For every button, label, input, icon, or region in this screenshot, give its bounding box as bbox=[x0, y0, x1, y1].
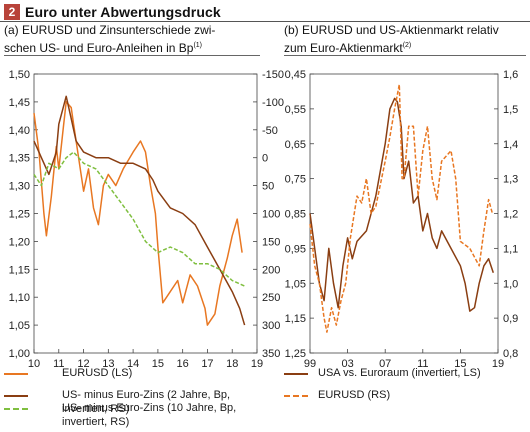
y-left-tick-label-a: 1,10 bbox=[9, 292, 30, 304]
panel-b-title-line2: zum Euro-Aktienmarkt bbox=[284, 41, 403, 55]
header-rule bbox=[0, 21, 530, 22]
panel-a-title-line2: schen US- und Euro-Anleihen in Bp bbox=[4, 41, 194, 55]
legend-label-us10y: US- minus Euro-Zins (10 Jahre, Bp, inver… bbox=[62, 401, 236, 429]
y-right-tick-label-b: 1,4 bbox=[503, 139, 518, 151]
y-right-tick-label-a: 50 bbox=[262, 181, 274, 193]
x-tick-label-a: 12 bbox=[77, 358, 89, 370]
figure-number-badge: 2 bbox=[4, 4, 20, 20]
plot-frame-a bbox=[33, 73, 258, 354]
x-tick-label-b: 03 bbox=[341, 358, 353, 370]
y-left-tick-label-a: 1,45 bbox=[9, 97, 30, 109]
y-left-tick-label-a: 1,30 bbox=[9, 181, 30, 193]
y-right-tick-label-a: 300 bbox=[262, 320, 280, 332]
x-tick-label-b: 19 bbox=[492, 358, 504, 370]
y-right-tick-label-a: 150 bbox=[262, 236, 280, 248]
y-right-tick-label-a: 100 bbox=[262, 209, 280, 221]
x-tick-label-a: 14 bbox=[127, 358, 139, 370]
legend-swatch-us10y bbox=[4, 408, 28, 410]
series-line-a-1 bbox=[33, 95, 246, 326]
series-line-a-0 bbox=[33, 101, 243, 326]
y-right-tick-label-b: 1,3 bbox=[503, 174, 518, 186]
y-left-tick-label-a: 1,05 bbox=[9, 320, 30, 332]
y-right-tick-label-b: 1,1 bbox=[503, 243, 518, 255]
legend-label-us2y-line1: US- minus Euro-Zins (2 Jahre, Bp, bbox=[62, 389, 231, 401]
figure-header: 2 Euro unter Abwertungsdruck bbox=[4, 3, 221, 21]
panel-a-title: (a) EURUSD und Zinsunterschiede zwi- sch… bbox=[4, 23, 215, 56]
y-left-tick-label-b: 1,05 bbox=[285, 278, 306, 290]
x-tick-label-b: 11 bbox=[417, 358, 428, 370]
y-left-tick-label-a: 1,40 bbox=[9, 125, 30, 137]
x-tick-label-a: 19 bbox=[251, 358, 263, 370]
y-right-tick-label-a: -150 bbox=[262, 69, 284, 81]
legend-label-us2y-line2: invertiert, RS) bbox=[62, 403, 130, 415]
y-right-tick-label-b: 0,8 bbox=[503, 348, 518, 360]
series-line-a-2 bbox=[33, 151, 245, 287]
y-left-tick-label-a: 1,25 bbox=[9, 209, 30, 221]
y-right-tick-label-b: 1,0 bbox=[503, 278, 518, 290]
series-line-b-1 bbox=[309, 83, 494, 333]
x-tick-label-a: 18 bbox=[226, 358, 238, 370]
x-tick-label-b: 07 bbox=[379, 358, 391, 370]
x-tick-label-b: 15 bbox=[454, 358, 466, 370]
y-right-tick-label-a: -50 bbox=[262, 125, 278, 137]
y-left-tick-label-a: 1,00 bbox=[9, 348, 30, 360]
y-left-tick-label-b: 0,65 bbox=[285, 139, 306, 151]
y-right-tick-label-b: 0,9 bbox=[503, 313, 518, 325]
figure-title: Euro unter Abwertungsdruck bbox=[25, 4, 221, 20]
panel-a-rule bbox=[4, 55, 260, 56]
y-left-tick-label-b: 1,15 bbox=[285, 313, 306, 325]
panel-b-title-line1: (b) EURUSD und US-Aktienmarkt relativ bbox=[284, 23, 499, 37]
x-tick-label-a: 17 bbox=[201, 358, 213, 370]
series-line-b-0 bbox=[309, 97, 495, 312]
y-left-tick-label-a: 1,15 bbox=[9, 264, 30, 276]
legend-swatch-us2y bbox=[4, 395, 28, 397]
panel-a-title-footnote: (1) bbox=[193, 42, 203, 49]
y-left-tick-label-b: 0,75 bbox=[285, 174, 306, 186]
legend-label-eurusd: EURUSD (LS) bbox=[62, 367, 133, 379]
x-tick-label-a: 16 bbox=[177, 358, 189, 370]
legend-label-eurusd-b: EURUSD (RS) bbox=[318, 389, 391, 401]
y-left-tick-label-b: 0,55 bbox=[285, 104, 306, 116]
x-tick-label-a: 10 bbox=[28, 358, 40, 370]
legend-label-usa-vs-euro: USA vs. Euroraum (invertiert, LS) bbox=[318, 367, 481, 379]
y-right-tick-label-a: 250 bbox=[262, 292, 280, 304]
x-tick-label-b: 99 bbox=[304, 358, 316, 370]
legend-label-us10y-line2: invertiert, RS) bbox=[62, 416, 130, 428]
y-left-tick-label-b: 0,85 bbox=[285, 209, 306, 221]
x-tick-label-a: 15 bbox=[152, 358, 164, 370]
legend-swatch-eurusd bbox=[4, 373, 28, 375]
panel-a-title-line1: (a) EURUSD und Zinsunterschiede zwi- bbox=[4, 23, 216, 37]
panel-b-title-footnote: (2) bbox=[402, 42, 412, 49]
y-right-tick-label-b: 1,2 bbox=[503, 209, 518, 221]
y-right-tick-label-b: 1,5 bbox=[503, 104, 518, 116]
y-left-tick-label-a: 1,35 bbox=[9, 153, 30, 165]
legend-label-us10y-line1: US- minus Euro-Zins (10 Jahre, Bp, bbox=[62, 402, 237, 414]
y-right-tick-label-b: 1,6 bbox=[503, 69, 518, 81]
y-left-tick-label-a: 1,20 bbox=[9, 236, 30, 248]
y-left-tick-label-b: 1,25 bbox=[285, 348, 306, 360]
y-right-tick-label-a: -100 bbox=[262, 97, 284, 109]
y-left-tick-label-b: 0,95 bbox=[285, 243, 306, 255]
y-right-tick-label-a: 350 bbox=[262, 348, 280, 360]
y-left-tick-label-a: 1,50 bbox=[9, 69, 30, 81]
x-tick-label-a: 13 bbox=[102, 358, 114, 370]
panel-b-title: (b) EURUSD und US-Aktienmarkt relativ zu… bbox=[284, 23, 499, 56]
legend-swatch-eurusd-b bbox=[284, 395, 308, 397]
panel-b-rule bbox=[284, 55, 526, 56]
y-left-tick-label-b: 0,45 bbox=[285, 69, 306, 81]
x-tick-label-a: 11 bbox=[53, 358, 64, 370]
legend-swatch-usa-vs-euro bbox=[284, 373, 308, 375]
legend-label-us2y: US- minus Euro-Zins (2 Jahre, Bp, invert… bbox=[62, 388, 230, 416]
y-right-tick-label-a: 0 bbox=[262, 153, 268, 165]
y-right-tick-label-a: 200 bbox=[262, 264, 280, 276]
